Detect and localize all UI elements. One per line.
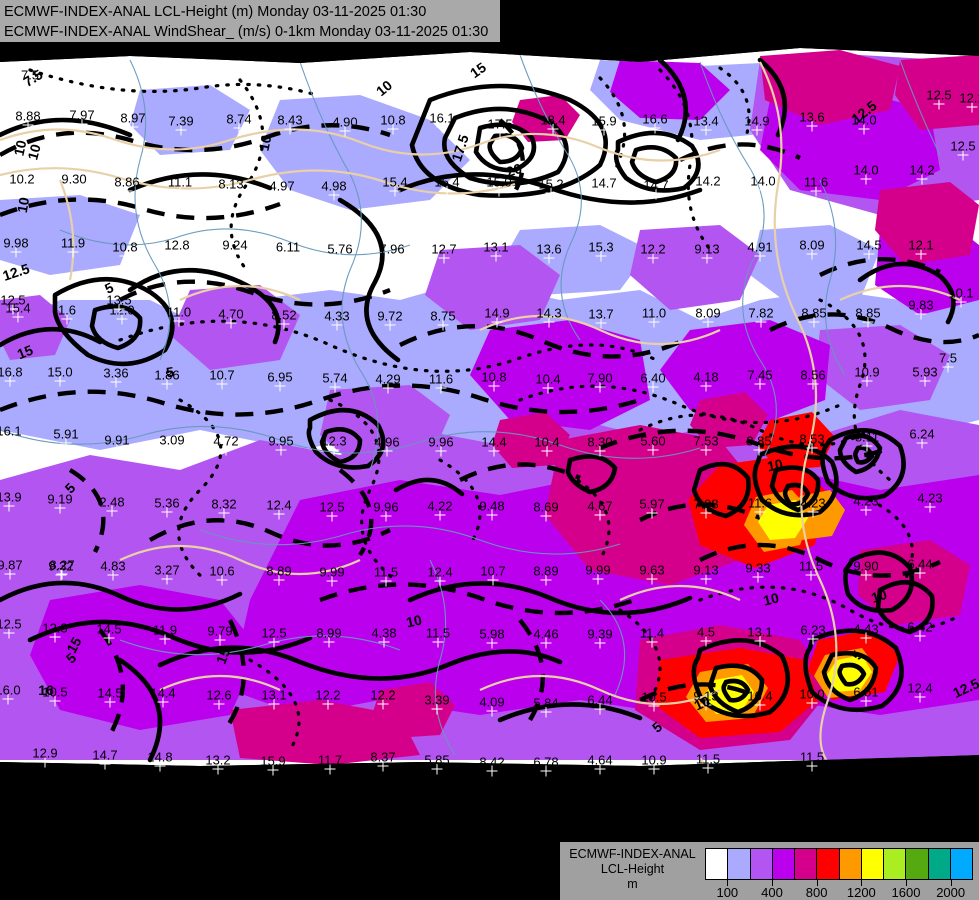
legend-tick-mark-1 <box>772 880 773 886</box>
legend-swatch-row[interactable] <box>705 848 973 880</box>
legend-swatch-8[interactable] <box>884 849 907 879</box>
legend-tick-row: 100 400 800 1200 1600 2000 <box>705 880 973 900</box>
legend-swatch-6[interactable] <box>839 849 862 879</box>
legend-tick-mark-2 <box>816 880 818 886</box>
legend-colorbar[interactable]: 100 400 800 1200 1600 2000 <box>705 842 973 900</box>
legend-swatch-0[interactable] <box>706 849 729 879</box>
legend-parameter: LCL-Height <box>600 862 665 876</box>
legend-unit: m <box>627 877 638 891</box>
legend-tick-label-2: 800 <box>805 885 828 900</box>
legend-tick-label-4: 1600 <box>891 885 921 900</box>
legend-tick-mark-4 <box>906 880 907 886</box>
legend-tick-label-3: 1200 <box>846 885 876 900</box>
legend-swatch-7[interactable] <box>861 849 884 879</box>
legend-tick-label-0: 100 <box>716 885 739 900</box>
legend-swatch-2[interactable] <box>750 849 773 879</box>
legend-swatch-10[interactable] <box>928 849 951 879</box>
legend-swatch-11[interactable] <box>950 849 972 879</box>
legend-swatch-1[interactable] <box>728 849 751 879</box>
header-panel: ECMWF-INDEX-ANAL LCL-Height (m) Monday 0… <box>0 0 500 42</box>
legend-swatch-5[interactable] <box>817 849 840 879</box>
legend-caption: ECMWF-INDEX-ANAL LCL-Height m <box>560 842 705 892</box>
legend-tick-label-1: 400 <box>761 885 783 900</box>
legend-tick-mark-5 <box>950 880 952 886</box>
legend-swatch-3[interactable] <box>772 849 795 879</box>
legend-tick-mark-0 <box>727 880 729 886</box>
header-line-lcl: ECMWF-INDEX-ANAL LCL-Height (m) Monday 0… <box>4 4 427 20</box>
legend-swatch-4[interactable] <box>795 849 818 879</box>
legend-panel: ECMWF-INDEX-ANAL LCL-Height m 100 400 800 1… <box>560 842 979 900</box>
header-line-windshear: ECMWF-INDEX-ANAL WindShear_ (m/s) 0-1km … <box>4 24 489 40</box>
legend-swatch-9[interactable] <box>906 849 929 879</box>
legend-tick-mark-3 <box>861 880 863 886</box>
legend-title: ECMWF-INDEX-ANAL <box>569 847 696 861</box>
legend-tick-label-5: 2000 <box>936 885 966 900</box>
